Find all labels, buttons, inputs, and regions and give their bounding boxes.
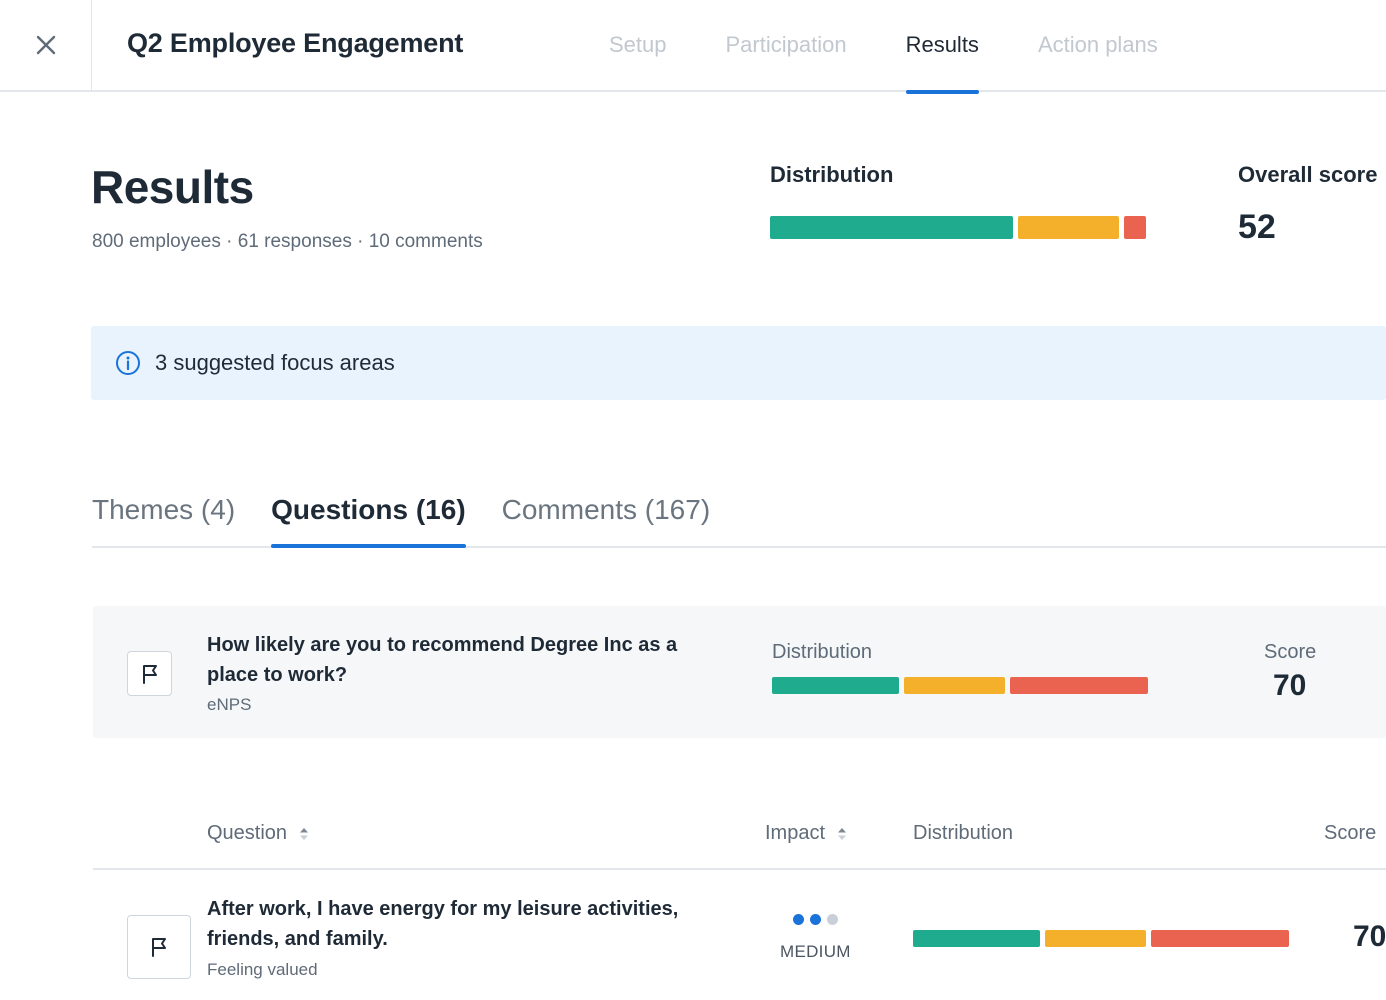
column-header-question-label: Question — [207, 822, 288, 844]
results-meta: 800 employees · 61 responses · 10 commen… — [92, 231, 483, 252]
table-row[interactable]: After work, I have energy for my leisure… — [93, 872, 1386, 1000]
column-header-score: Score — [1324, 822, 1377, 844]
distribution-segment-positive[interactable] — [772, 677, 899, 694]
top-bar: Q2 Employee Engagement Setup Participati… — [0, 0, 1386, 94]
flag-icon — [142, 664, 157, 684]
tab-themes[interactable]: Themes (4) — [92, 494, 236, 525]
tab-setup[interactable]: Setup — [609, 32, 667, 57]
enps-card[interactable]: How likely are you to recommend Degree I… — [93, 606, 1386, 738]
distribution-segment-neutral[interactable] — [1045, 930, 1146, 947]
row-distribution-bar[interactable] — [913, 930, 1289, 947]
row-question: After work, I have energy for my leisure… — [207, 898, 679, 950]
survey-title: Q2 Employee Engagement — [127, 28, 464, 58]
flag-icon — [152, 938, 166, 957]
distribution-label: Distribution — [770, 162, 894, 187]
enps-score: 70 — [1273, 669, 1307, 702]
column-header-impact-label: Impact — [765, 822, 826, 844]
overall-score-value: 52 — [1238, 208, 1276, 246]
close-icon — [36, 35, 55, 55]
sort-icon — [300, 827, 309, 840]
enps-score-label: Score — [1264, 641, 1317, 663]
section-tabs: Themes (4) Questions (16) Comments (167) — [92, 470, 1386, 548]
distribution-segment-positive[interactable] — [770, 216, 1013, 239]
column-header-distribution: Distribution — [913, 822, 1014, 844]
tab-action-plans[interactable]: Action plans — [1037, 32, 1158, 57]
distribution-segment-positive[interactable] — [913, 930, 1040, 947]
enps-flag-button[interactable] — [127, 651, 172, 696]
close-button[interactable] — [0, 0, 92, 90]
focus-areas-text: 3 suggested focus areas — [155, 350, 395, 375]
questions-table-header: Question Impact Distribution Score — [93, 800, 1386, 870]
info-icon — [116, 351, 140, 375]
row-theme: Feeling valued — [207, 960, 318, 979]
impact-dot — [793, 914, 804, 925]
page-title: Results — [91, 161, 254, 213]
row-score: 70 — [1353, 920, 1386, 953]
distribution-segment-neutral[interactable] — [904, 677, 1005, 694]
focus-areas-banner[interactable]: 3 suggested focus areas — [91, 326, 1386, 400]
impact-label: MEDIUM — [780, 942, 851, 961]
impact-dot — [810, 914, 821, 925]
column-header-question[interactable]: Question — [207, 822, 309, 845]
overall-distribution-bar[interactable] — [770, 216, 1146, 239]
tab-results[interactable]: Results — [905, 0, 980, 94]
distribution-segment-negative[interactable] — [1151, 930, 1289, 947]
distribution-segment-negative[interactable] — [1010, 677, 1148, 694]
top-tabs: Setup Participation Results Action plans — [609, 0, 1217, 94]
impact-indicator — [793, 914, 844, 925]
enps-question: How likely are you to recommend Degree I… — [207, 634, 678, 686]
row-flag-button[interactable] — [127, 915, 191, 979]
column-header-impact[interactable]: Impact — [765, 822, 847, 845]
tab-questions[interactable]: Questions (16) — [271, 470, 467, 548]
tab-comments[interactable]: Comments (167) — [501, 494, 711, 525]
enps-distribution-bar[interactable] — [772, 677, 1148, 694]
enps-subtitle: eNPS — [207, 695, 252, 714]
sort-icon — [838, 827, 847, 840]
distribution-segment-negative[interactable] — [1124, 216, 1146, 239]
impact-dot — [827, 914, 838, 925]
enps-distribution-label: Distribution — [772, 641, 873, 663]
tab-participation[interactable]: Participation — [725, 32, 847, 57]
overall-score-label: Overall score — [1238, 162, 1378, 187]
distribution-segment-neutral[interactable] — [1018, 216, 1119, 239]
